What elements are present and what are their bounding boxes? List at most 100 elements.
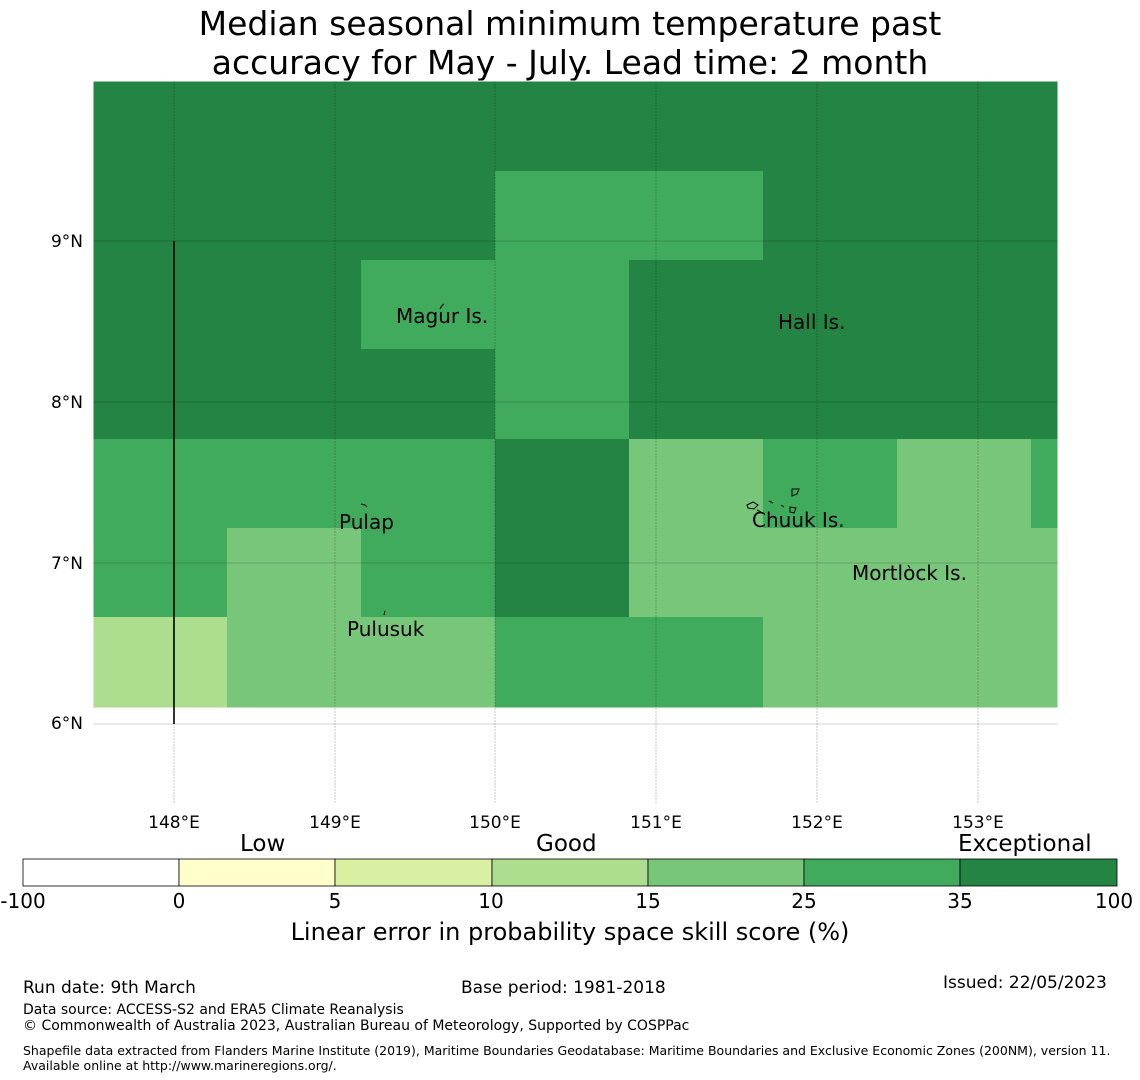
data-source: Data source: ACCESS-S2 and ERA5 Climate … — [23, 1002, 404, 1018]
copyright: © Commonwealth of Australia 2023, Austra… — [23, 1018, 690, 1034]
skill-cell — [763, 617, 898, 708]
skill-cell — [227, 349, 362, 440]
skill-cell — [93, 81, 228, 172]
lat-tick-7: 7°N — [51, 554, 83, 574]
issued-date: Issued: 22/05/2023 — [943, 973, 1107, 993]
lat-tick-9: 9°N — [51, 232, 83, 252]
place-label-magur: Magur Is. — [396, 304, 488, 328]
skill-cell — [897, 617, 1032, 708]
lon-tick-149: 149°E — [309, 813, 361, 833]
skill-cell — [495, 439, 630, 529]
skill-cell — [897, 439, 1032, 529]
colorbar-tick-100: 100 — [1094, 889, 1134, 913]
colorbar-swatch — [22, 858, 180, 887]
skill-cell — [629, 349, 764, 440]
colorbar-tick-25: 25 — [791, 889, 817, 913]
colorbar-swatch — [178, 858, 336, 887]
skill-cell — [897, 528, 1032, 618]
skill-cell — [897, 260, 1032, 350]
skill-cell — [1031, 260, 1059, 350]
skill-cell — [361, 349, 496, 440]
skill-cell — [763, 171, 898, 261]
lat-tick-6: 6°N — [51, 714, 83, 734]
map-frame — [92, 80, 1059, 805]
map-title: Median seasonal minimum temperature past… — [0, 4, 1140, 82]
place-label-hall: Hall Is. — [778, 310, 845, 334]
skill-cell — [763, 81, 898, 172]
lon-tick-148: 148°E — [148, 813, 200, 833]
skill-cell — [227, 439, 362, 529]
skill-cell — [1031, 439, 1059, 529]
skill-cell — [1031, 171, 1059, 261]
skill-cell — [227, 528, 362, 618]
skill-cell — [1031, 617, 1059, 708]
skill-cell — [629, 171, 764, 261]
title-line-2: accuracy for May - July. Lead time: 2 mo… — [211, 43, 929, 82]
skill-cell — [897, 171, 1032, 261]
skill-cell — [361, 81, 496, 172]
skill-cell — [93, 528, 228, 618]
skill-cell — [763, 439, 898, 529]
colorbar-swatch — [334, 858, 493, 887]
skill-cell — [629, 260, 764, 350]
colorbar-tick-5: 5 — [328, 889, 342, 913]
skill-cell — [227, 617, 362, 708]
mortlock-island-outline — [907, 564, 911, 569]
skill-cell — [629, 617, 764, 708]
skill-cell — [763, 349, 898, 440]
colorbar-swatch — [491, 858, 649, 887]
skill-cell — [1031, 81, 1059, 172]
skill-cell — [361, 439, 496, 529]
skill-cell — [629, 439, 764, 529]
place-label-pulusuk: Pulusuk — [347, 617, 425, 641]
skill-cell — [629, 528, 764, 618]
shapefile-credit: Shapefile data extracted from Flanders M… — [23, 1043, 1111, 1073]
colorbar-swatch — [959, 858, 1118, 887]
colorbar — [22, 858, 1118, 887]
graticule — [93, 81, 1058, 804]
lon-tick-152: 152°E — [791, 813, 843, 833]
skill-cell — [1031, 349, 1059, 440]
skill-cell — [93, 439, 228, 529]
colorbar-title: Linear error in probability space skill … — [290, 918, 850, 946]
skill-cell — [361, 617, 496, 708]
skill-cell — [227, 171, 362, 261]
skill-cell — [763, 528, 898, 618]
skill-cell — [93, 260, 228, 350]
colorbar-swatch — [803, 858, 961, 887]
skill-cell — [495, 617, 630, 708]
colorbar-label-good: Good — [536, 831, 597, 857]
title-line-1: Median seasonal minimum temperature past — [198, 4, 942, 43]
skill-cell — [495, 349, 630, 440]
colorbar-tick-minus100: -100 — [0, 889, 46, 913]
skill-cell — [361, 528, 496, 618]
colorbar-tick-35: 35 — [947, 889, 973, 913]
skill-grid — [93, 81, 1059, 708]
skill-cell — [763, 260, 898, 350]
colorbar-swatch — [647, 858, 805, 887]
base-period: Base period: 1981-2018 — [461, 978, 666, 998]
colorbar-label-exceptional: Exceptional — [958, 831, 1092, 857]
skill-cell — [1031, 528, 1059, 618]
skill-cell — [227, 260, 362, 350]
lat-tick-8: 8°N — [51, 393, 83, 413]
colorbar-tick-10: 10 — [478, 889, 504, 913]
skill-cell — [495, 171, 630, 261]
skill-cell — [495, 528, 630, 618]
skill-cell — [93, 349, 228, 440]
skill-cell — [629, 81, 764, 172]
chuuk-island-outline — [746, 488, 800, 514]
pulap-island-outline — [360, 503, 368, 508]
skill-cell — [897, 349, 1032, 440]
place-label-chuuk: Chuuk Is. — [752, 508, 845, 532]
magur-island-outline — [439, 303, 445, 310]
skill-cell — [361, 171, 496, 261]
lon-tick-153: 153°E — [952, 813, 1004, 833]
pulusuk-island-outline — [383, 610, 386, 616]
skill-cell — [227, 81, 362, 172]
run-date: Run date: 9th March — [23, 978, 196, 998]
skill-cell — [495, 81, 630, 172]
skill-cell — [897, 81, 1032, 172]
lon-tick-151: 151°E — [630, 813, 682, 833]
